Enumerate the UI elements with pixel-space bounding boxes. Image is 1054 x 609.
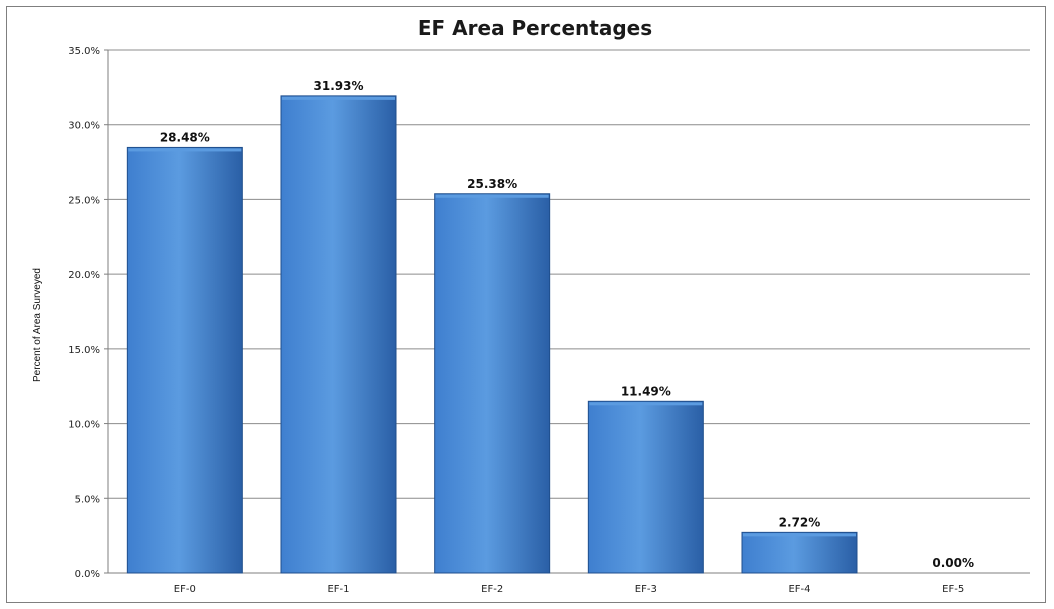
chart-title: EF Area Percentages [418, 16, 652, 40]
bar-highlight [589, 402, 703, 406]
x-tick-label: EF-4 [788, 584, 810, 595]
y-tick-label: 5.0% [75, 494, 100, 505]
data-label: 0.00% [932, 556, 974, 570]
x-tick-label: EF-1 [327, 584, 349, 595]
bar-ef-3 [587, 400, 704, 574]
bar-chart: EF Area Percentages Percent of Area Surv… [32, 16, 1030, 595]
bar-ef-2 [434, 193, 551, 574]
data-label: 2.72% [779, 515, 821, 529]
bar-highlight [743, 533, 856, 537]
y-tick-label: 20.0% [68, 270, 100, 281]
chart-frame: EF Area Percentages Percent of Area Surv… [6, 6, 1046, 603]
x-tick-label: EF-5 [942, 584, 964, 595]
y-tick-label: 15.0% [68, 345, 100, 356]
bar-highlight [435, 194, 549, 198]
y-tick-label: 0.0% [75, 569, 100, 580]
x-tick-label: EF-3 [635, 584, 657, 595]
y-axis-label: Percent of Area Surveyed [32, 268, 43, 382]
x-tick-labels: EF-0 EF-1 EF-2 EF-3 EF-4 EF-5 [174, 584, 964, 595]
bar-ef-4 [741, 531, 858, 574]
x-tick-label: EF-0 [174, 584, 196, 595]
bar-highlight [128, 148, 242, 152]
y-tick-label: 35.0% [68, 46, 100, 57]
y-tick-label: 30.0% [68, 121, 100, 132]
bar-ef-0 [126, 146, 243, 574]
data-label: 28.48% [160, 130, 210, 144]
data-labels: 28.48% 31.93% 25.38% 11.49% 2.72% 0.00% [160, 79, 974, 570]
data-label: 11.49% [621, 384, 671, 398]
y-tick-label: 10.0% [68, 420, 100, 431]
data-label: 25.38% [467, 177, 517, 191]
y-tick-labels: 0.0% 5.0% 10.0% 15.0% 20.0% 25.0% 30.0% 35.0% [68, 46, 100, 580]
bars [126, 95, 858, 574]
data-label: 31.93% [314, 79, 364, 93]
bar-ef-1 [280, 95, 397, 574]
x-tick-label: EF-2 [481, 584, 503, 595]
bar-highlight [282, 96, 395, 100]
gridlines [104, 49, 1030, 574]
y-tick-label: 25.0% [68, 195, 100, 206]
